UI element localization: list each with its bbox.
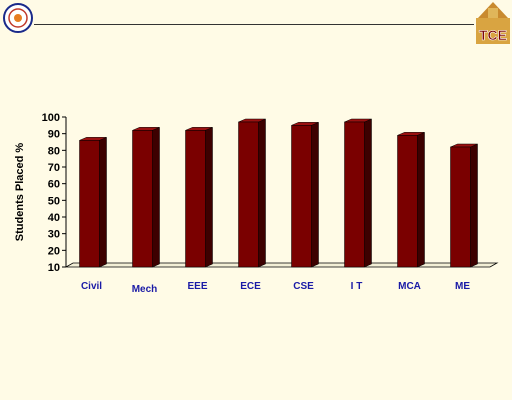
bar-front-face: [238, 121, 259, 268]
bar: [132, 126, 160, 268]
y-tick-label: 10: [48, 262, 60, 274]
bar-side-face: [311, 121, 319, 268]
category-label: EEE: [187, 281, 207, 292]
bar: [185, 126, 213, 268]
y-tick-label: 90: [48, 129, 60, 141]
bar-front-face: [79, 140, 100, 268]
chart-floor: [64, 262, 499, 268]
y-tick-label: 20: [48, 245, 60, 257]
bar-front-face: [397, 135, 418, 268]
category-label: MCA: [398, 281, 421, 292]
category-label: I T: [351, 281, 363, 292]
category-label: CSE: [293, 281, 314, 292]
bar: [79, 136, 107, 268]
y-axis-title: Students Placed %: [14, 143, 26, 242]
college-seal-logo: [3, 3, 33, 33]
bar: [450, 143, 478, 268]
bar-front-face: [450, 146, 471, 268]
y-tick-label: 30: [48, 229, 60, 241]
bar-front-face: [132, 130, 153, 268]
bar: [238, 118, 266, 268]
tce-logo-text: TCE: [479, 27, 507, 43]
y-tick-label: 40: [48, 212, 60, 224]
bar-side-face: [205, 126, 213, 268]
category-label: ECE: [240, 281, 261, 292]
bar-front-face: [291, 125, 312, 268]
bar: [344, 118, 372, 268]
bar-side-face: [364, 118, 372, 268]
y-tick-label: 60: [48, 179, 60, 191]
y-tick-label: 70: [48, 162, 60, 174]
tce-temple-logo: TCE: [476, 2, 510, 44]
category-label: Civil: [81, 281, 102, 292]
y-tick-label: 80: [48, 145, 60, 157]
bar: [291, 121, 319, 268]
header-divider: [34, 24, 474, 25]
y-tick-label: 100: [42, 112, 60, 124]
bar-side-face: [258, 118, 266, 268]
bar-side-face: [99, 136, 107, 268]
category-label: Mech: [132, 284, 158, 295]
y-tick-label: 50: [48, 195, 60, 207]
category-label: ME: [455, 281, 470, 292]
bar-front-face: [344, 121, 365, 268]
bar-side-face: [417, 131, 425, 268]
bar-side-face: [152, 126, 160, 268]
bar-side-face: [470, 143, 478, 268]
bar: [397, 131, 425, 268]
bar-front-face: [185, 130, 206, 268]
